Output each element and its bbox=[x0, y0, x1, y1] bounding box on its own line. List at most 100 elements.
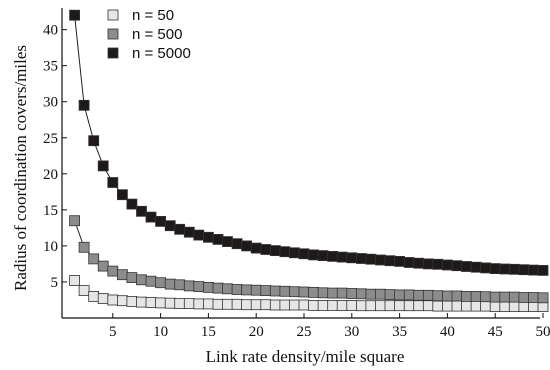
data-point bbox=[480, 291, 492, 303]
data-point bbox=[528, 264, 539, 276]
data-point bbox=[375, 300, 386, 312]
data-point bbox=[384, 300, 396, 312]
data-point bbox=[508, 291, 520, 303]
data-point bbox=[107, 177, 119, 188]
data-point bbox=[441, 259, 453, 271]
data-point bbox=[231, 284, 243, 295]
legend-label: n = 50 bbox=[132, 7, 174, 24]
data-point bbox=[365, 253, 377, 265]
data-point bbox=[241, 240, 253, 252]
y-tick-label: 40 bbox=[43, 23, 58, 39]
data-point bbox=[260, 244, 272, 255]
series-1 bbox=[69, 215, 549, 304]
x-tick-label: 10 bbox=[153, 324, 168, 340]
data-point bbox=[403, 289, 415, 301]
data-point bbox=[346, 299, 358, 311]
data-point bbox=[97, 293, 109, 304]
data-point bbox=[202, 298, 214, 310]
data-point bbox=[461, 290, 472, 302]
legend: n = 50 n = 500 n = 5000 bbox=[107, 7, 191, 62]
series-2 bbox=[69, 9, 549, 276]
y-tick-label: 10 bbox=[43, 239, 58, 255]
data-point bbox=[260, 299, 272, 311]
data-point bbox=[164, 220, 176, 232]
data-point bbox=[288, 286, 300, 298]
data-point bbox=[499, 301, 511, 312]
data-point bbox=[260, 285, 272, 297]
data-point bbox=[279, 246, 291, 258]
data-point bbox=[403, 257, 415, 268]
data-point bbox=[69, 215, 80, 227]
data-point bbox=[317, 299, 329, 311]
data-point bbox=[451, 290, 463, 302]
data-point bbox=[193, 298, 205, 310]
data-point bbox=[97, 260, 109, 272]
y-tick-label: 20 bbox=[43, 167, 58, 183]
data-point bbox=[365, 300, 377, 312]
data-point bbox=[422, 289, 434, 301]
data-point bbox=[279, 285, 291, 297]
data-point bbox=[518, 264, 530, 276]
data-point bbox=[308, 299, 320, 311]
y-tick-label: 25 bbox=[43, 131, 58, 147]
data-point bbox=[355, 300, 367, 312]
data-point bbox=[202, 281, 214, 293]
data-point bbox=[528, 301, 539, 312]
data-point bbox=[193, 281, 205, 293]
legend-label: n = 5000 bbox=[132, 45, 191, 62]
data-point bbox=[317, 250, 329, 262]
x-tick-label: 45 bbox=[488, 324, 503, 340]
data-point bbox=[250, 242, 262, 254]
data-point bbox=[88, 135, 100, 147]
series-layer bbox=[69, 9, 549, 312]
data-point bbox=[117, 269, 128, 281]
y-tick-label: 5 bbox=[51, 275, 59, 291]
data-point bbox=[375, 288, 386, 300]
x-tick-label: 30 bbox=[344, 324, 359, 340]
data-point bbox=[508, 263, 520, 275]
data-point bbox=[183, 280, 195, 292]
data-point bbox=[355, 253, 367, 264]
data-point bbox=[422, 258, 434, 270]
x-tick-label: 25 bbox=[297, 324, 312, 340]
x-tick-label: 40 bbox=[440, 324, 455, 340]
data-point bbox=[327, 299, 339, 311]
data-point bbox=[508, 301, 520, 312]
data-point bbox=[174, 298, 186, 310]
data-point bbox=[432, 290, 444, 302]
data-point bbox=[537, 292, 549, 304]
data-point bbox=[327, 250, 339, 262]
legend-swatch bbox=[107, 28, 119, 40]
data-point bbox=[394, 300, 406, 312]
data-point bbox=[413, 289, 425, 301]
data-point bbox=[470, 300, 482, 312]
data-point bbox=[126, 272, 138, 284]
axes: 5 10 15 20 25 30 35 40 45 50 5 10 15 20 25 30 35 40 bbox=[43, 8, 550, 340]
data-point bbox=[183, 226, 195, 238]
data-point bbox=[346, 288, 358, 299]
data-point bbox=[250, 299, 262, 311]
data-point bbox=[269, 285, 281, 297]
data-point bbox=[269, 245, 281, 257]
data-point bbox=[308, 286, 320, 298]
data-point bbox=[288, 247, 300, 259]
data-point bbox=[193, 229, 205, 241]
data-point bbox=[212, 233, 224, 245]
data-point bbox=[432, 300, 444, 312]
data-point bbox=[136, 205, 147, 217]
data-point bbox=[288, 299, 300, 311]
data-point bbox=[308, 249, 320, 261]
data-point bbox=[432, 258, 444, 270]
data-point bbox=[298, 286, 310, 298]
y-tick-label: 35 bbox=[43, 59, 58, 75]
data-point bbox=[145, 275, 157, 287]
data-point bbox=[269, 299, 281, 311]
data-point bbox=[145, 211, 157, 223]
data-point bbox=[212, 282, 224, 294]
data-point bbox=[279, 299, 291, 311]
data-point bbox=[88, 253, 100, 265]
data-point bbox=[202, 231, 214, 243]
data-point bbox=[212, 298, 224, 310]
data-point bbox=[441, 300, 453, 312]
